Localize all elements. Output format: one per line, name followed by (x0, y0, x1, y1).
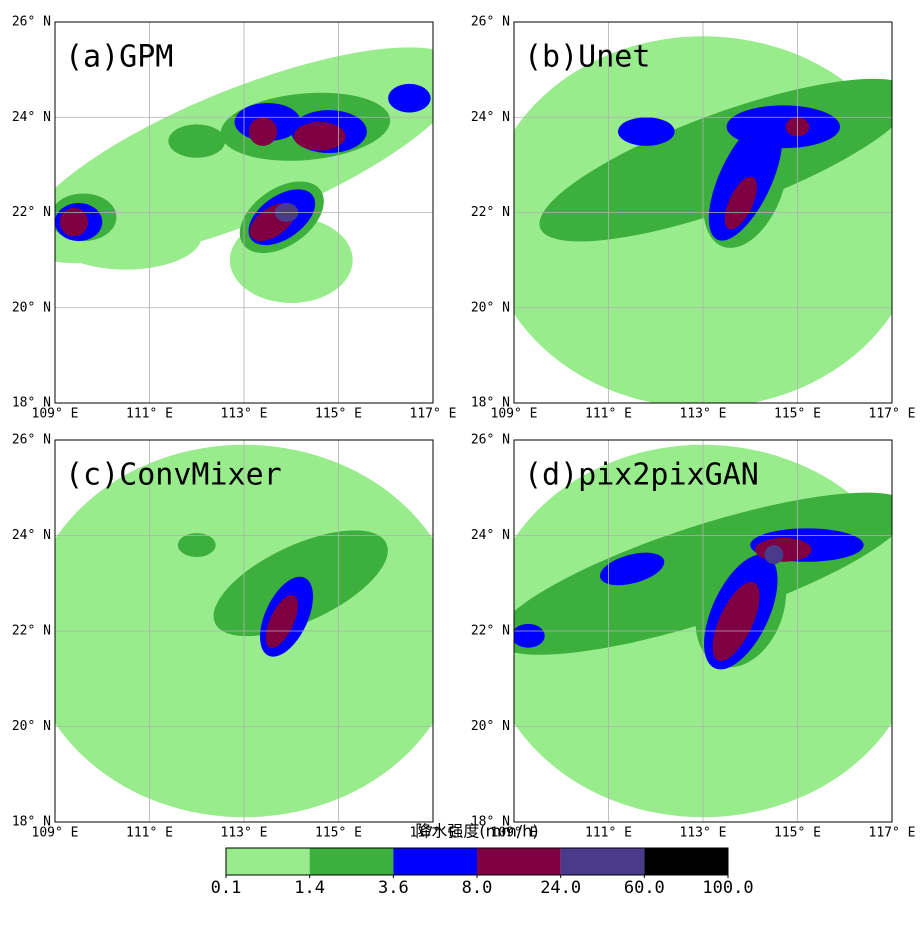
map-frame (54, 439, 434, 823)
lat-tick-label: 24° N (12, 528, 51, 543)
precip-contour (599, 552, 665, 586)
colorbar-label: 100.0 (702, 878, 753, 898)
lon-tick-label: 117° E (410, 407, 457, 422)
lon-tick-label: 109° E (32, 826, 79, 841)
precip-contour (248, 117, 278, 146)
lat-tick-label: 24° N (12, 110, 51, 125)
lon-tick-label: 111° E (585, 407, 632, 422)
lat-tick-label: 24° N (471, 110, 510, 125)
lat-tick-label: 20° N (12, 300, 51, 315)
precip-contour (724, 176, 757, 230)
colorbar-segment (226, 848, 310, 875)
colorbar-segment (309, 848, 394, 875)
lat-tick-label: 22° N (471, 624, 510, 639)
lon-tick-label: 117° E (869, 826, 916, 841)
lon-tick-label: 117° E (410, 826, 457, 841)
precip-contour (712, 581, 760, 662)
panel-title: (b)Unet (524, 40, 650, 75)
lat-tick-label: 22° N (471, 205, 510, 220)
lon-tick-label: 113° E (680, 826, 727, 841)
precip-contour (726, 105, 841, 149)
lon-tick-label: 115° E (774, 826, 821, 841)
lon-tick-label: 113° E (680, 407, 727, 422)
lat-tick-label: 26° N (471, 15, 510, 30)
lat-tick-label: 18° N (471, 396, 510, 411)
precip-contour (177, 533, 216, 557)
lon-tick-label: 111° E (126, 826, 173, 841)
colorbar-label: 3.6 (378, 878, 409, 898)
precip-contour (388, 83, 431, 113)
lat-tick-label: 20° N (471, 300, 510, 315)
map-frame (513, 439, 893, 823)
precip-field (55, 47, 433, 303)
lon-tick-label: 115° E (315, 407, 362, 422)
map-frame (54, 21, 434, 404)
colorbar-label: 24.0 (540, 878, 581, 898)
lat-tick-label: 18° N (12, 396, 51, 411)
precip-contour (617, 117, 675, 146)
lat-tick-label: 26° N (12, 433, 51, 448)
precip-contour (168, 124, 226, 158)
colorbar-label: 60.0 (624, 878, 665, 898)
lat-tick-label: 22° N (12, 624, 51, 639)
lon-tick-label: 115° E (774, 407, 821, 422)
colorbar-label: 0.1 (211, 878, 242, 898)
lon-tick-label: 113° E (221, 826, 268, 841)
lat-tick-label: 24° N (471, 528, 510, 543)
lon-tick-label: 117° E (869, 407, 916, 422)
panel-title: (a)GPM (65, 40, 173, 75)
lon-tick-label: 111° E (585, 826, 632, 841)
colorbar-title: 降水强度(mm/h) (415, 822, 538, 841)
lon-tick-label: 111° E (126, 407, 173, 422)
lat-tick-label: 20° N (471, 719, 510, 734)
lon-tick-label: 115° E (315, 826, 362, 841)
colorbar-segment (560, 848, 645, 875)
lat-tick-label: 22° N (12, 205, 51, 220)
lon-tick-label: 109° E (491, 407, 538, 422)
precip-contour (293, 122, 346, 151)
map-frame (513, 21, 893, 404)
colorbar-label: 1.4 (294, 878, 325, 898)
colorbar-segment (477, 848, 561, 875)
lon-tick-label: 109° E (32, 407, 79, 422)
colorbar-segment (644, 848, 728, 875)
lon-tick-label: 113° E (221, 407, 268, 422)
panel-title: (c)ConvMixer (65, 458, 282, 493)
precip-contour (59, 207, 89, 237)
lat-tick-label: 18° N (471, 815, 510, 830)
lon-tick-label: 109° E (491, 826, 538, 841)
lat-tick-label: 26° N (12, 15, 51, 30)
colorbar-label: 8.0 (462, 878, 493, 898)
lat-tick-label: 26° N (471, 433, 510, 448)
precip-contour (265, 595, 298, 648)
precip-contour (764, 545, 784, 565)
panel-title: (d)pix2pixGAN (524, 458, 759, 493)
precip-contour (514, 623, 545, 648)
colorbar-segment (393, 848, 477, 875)
precip-contour (754, 537, 812, 562)
lat-tick-label: 20° N (12, 719, 51, 734)
lat-tick-label: 18° N (12, 815, 51, 830)
